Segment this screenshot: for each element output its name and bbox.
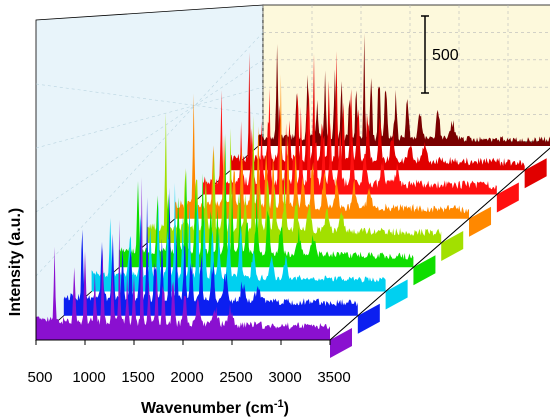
grid-line-side-4 bbox=[35, 83, 264, 115]
series-slab-3 bbox=[469, 206, 492, 237]
x-tick-label-3: 2000 bbox=[170, 369, 203, 386]
grid-line-side-1 bbox=[35, 32, 264, 277]
series-slab-4 bbox=[441, 230, 464, 261]
series-layer bbox=[36, 33, 550, 358]
x-tick-label-6: 3500 bbox=[317, 369, 350, 386]
series-area-2 bbox=[202, 87, 497, 195]
x-tick-label-2: 1500 bbox=[121, 369, 154, 386]
scale-bar: 500 bbox=[421, 15, 459, 94]
x-tick-label-1: 1000 bbox=[72, 369, 105, 386]
series-slab-2 bbox=[496, 182, 519, 213]
series-slab-5 bbox=[413, 255, 436, 286]
series-area-5 bbox=[119, 133, 414, 268]
scale-bar-label: 500 bbox=[432, 47, 459, 64]
x-tick-label-4: 2500 bbox=[219, 369, 252, 386]
x-tick-labels: 500 1000 1500 2000 2500 3000 3500 bbox=[27, 369, 350, 386]
x-axis-title: Wavenumber (cm-1) bbox=[141, 398, 289, 417]
series-slab-8 bbox=[330, 328, 352, 358]
depth-axis-line bbox=[329, 147, 550, 341]
x-tick-label-5: 3000 bbox=[268, 369, 301, 386]
series-area-6 bbox=[91, 182, 386, 292]
series-slab-1 bbox=[524, 158, 547, 189]
x-tick-label-0: 500 bbox=[27, 369, 52, 386]
series-slab-6 bbox=[385, 279, 408, 310]
y-axis-title: Intensity (a.u.) bbox=[7, 208, 24, 316]
series-area-8 bbox=[36, 177, 330, 340]
series-area-7 bbox=[63, 187, 358, 316]
series-area-4 bbox=[147, 112, 442, 243]
series-slab-7 bbox=[357, 303, 380, 334]
gridlines bbox=[35, 5, 550, 277]
axes bbox=[35, 147, 550, 345]
